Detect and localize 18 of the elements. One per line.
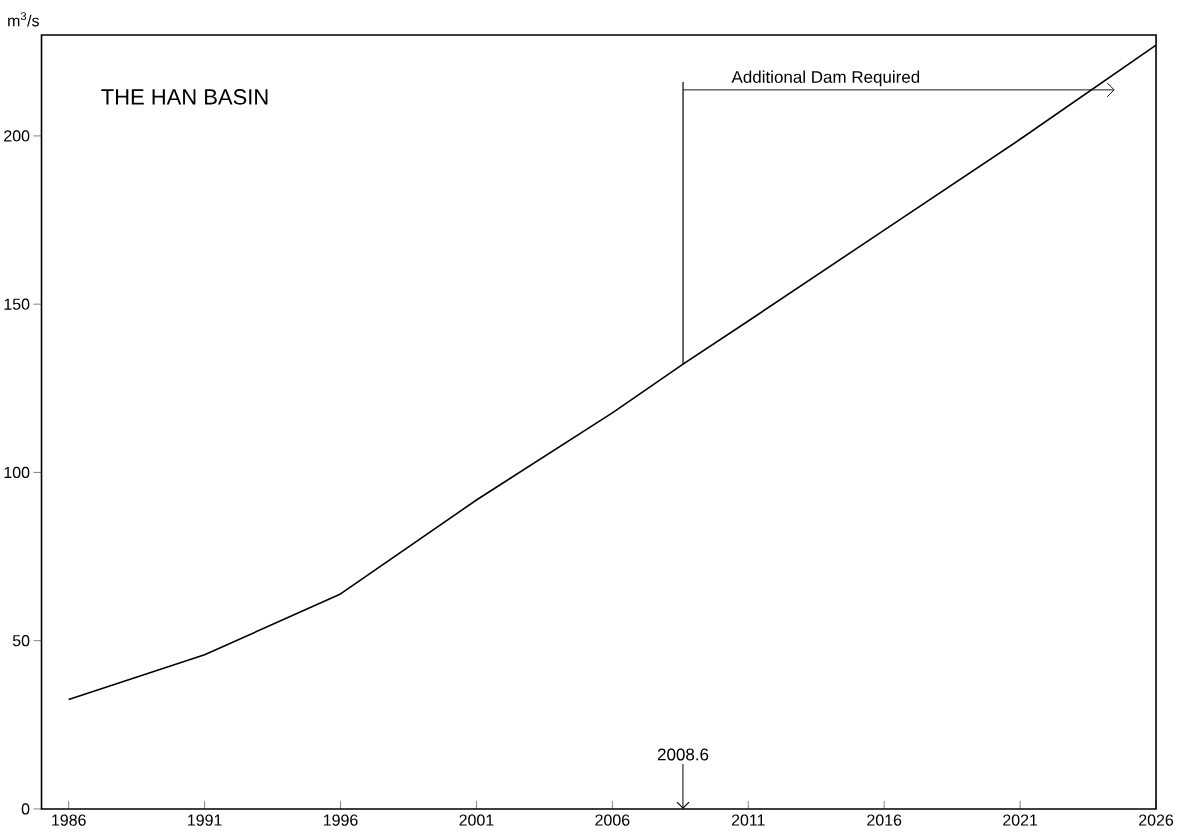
x-tick-label: 2006: [595, 814, 630, 826]
y-axis-title: m$^{3}$/s: [8, 12, 39, 27]
x-tick-label: 2021: [1003, 814, 1038, 826]
y-tick-label: 50: [12, 635, 30, 647]
x-tick-label: 2001: [459, 814, 494, 826]
x-tick-label: 1986: [52, 814, 86, 826]
y-tick-label: 150: [4, 298, 30, 310]
y-tick-label: 100: [4, 466, 30, 479]
x-tick-label: 2011: [731, 814, 765, 826]
x-tick-label: 2016: [867, 814, 902, 826]
y-tick-label: 200: [4, 130, 30, 142]
y-tick-label: 0: [21, 803, 30, 815]
text: THE HAN BASIN: [101, 89, 268, 105]
x-tick-label: 1996: [323, 814, 358, 826]
ref-line-label: 2008.6: [657, 748, 709, 761]
x-tick-label: 2026: [1139, 814, 1174, 826]
x-tick-label: 1991: [188, 814, 222, 826]
annotation: Additional Dam Required: [731, 70, 920, 87]
